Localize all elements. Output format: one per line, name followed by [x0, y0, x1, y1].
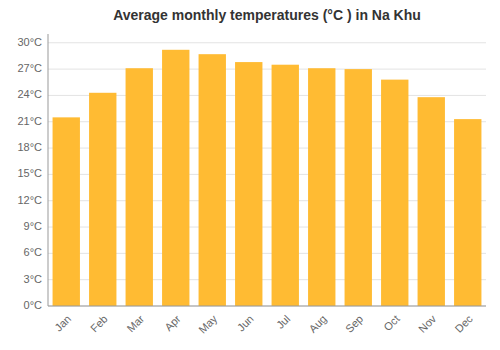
bar [345, 69, 372, 306]
x-axis-labels: Jan Feb Mar Apr May Jun Jul Aug Sep Oct Nov Dec [52, 312, 475, 336]
grid-line [48, 306, 486, 307]
x-tick-label: Jun [235, 313, 256, 334]
grid-line [48, 69, 486, 70]
x-tick-label: Apr [162, 312, 183, 333]
title: Average monthly temperatures (°C ) in Na… [113, 7, 421, 23]
page: {"chart_data": {"type": "bar", "title": … [0, 0, 500, 350]
bar [418, 97, 445, 306]
y-axis-labels: 0°C 3°C 6°C 9°C 12°C 15°C 18°C 21°C 24°C 27°C 30°C [17, 36, 42, 311]
y-tick-label: 27°C [17, 62, 42, 74]
x-tick-label: Jul [274, 313, 292, 331]
x-tick-label: Dec [453, 312, 476, 335]
bar [162, 50, 189, 306]
bar [89, 93, 116, 306]
y-tick-label: 30°C [17, 36, 42, 48]
x-axis-line [48, 306, 486, 307]
x-tick-label: May [196, 312, 220, 336]
chart: Average monthly temperatures (°C ) in Na… [0, 0, 500, 350]
bars [53, 50, 482, 306]
x-tick-label: Sep [343, 313, 365, 335]
x-tick-label: Aug [306, 313, 328, 335]
y-tick-label: 21°C [17, 115, 42, 127]
y-tick-label: 0°C [24, 299, 43, 311]
bar [308, 68, 335, 306]
grid-line [48, 42, 486, 43]
bar [272, 65, 299, 306]
bar [199, 54, 226, 306]
bar [53, 117, 80, 306]
x-tick-label: Mar [124, 312, 146, 334]
y-tick-label: 9°C [24, 220, 43, 232]
bar [454, 119, 481, 306]
bar [126, 68, 153, 306]
y-tick-label: 3°C [24, 273, 43, 285]
y-tick-label: 24°C [17, 88, 42, 100]
bar [235, 62, 262, 306]
x-tick-label: Feb [88, 313, 110, 335]
y-tick-label: 6°C [24, 246, 43, 258]
x-tick-label: Oct [381, 313, 402, 334]
y-tick-label: 15°C [17, 167, 42, 179]
y-tick-label: 12°C [17, 194, 42, 206]
x-tick-label: Jan [52, 313, 73, 334]
x-tick-label: Nov [416, 312, 439, 335]
y-tick-label: 18°C [17, 141, 42, 153]
y-axis-line [48, 34, 49, 306]
bar [381, 80, 408, 306]
grid [48, 43, 486, 306]
